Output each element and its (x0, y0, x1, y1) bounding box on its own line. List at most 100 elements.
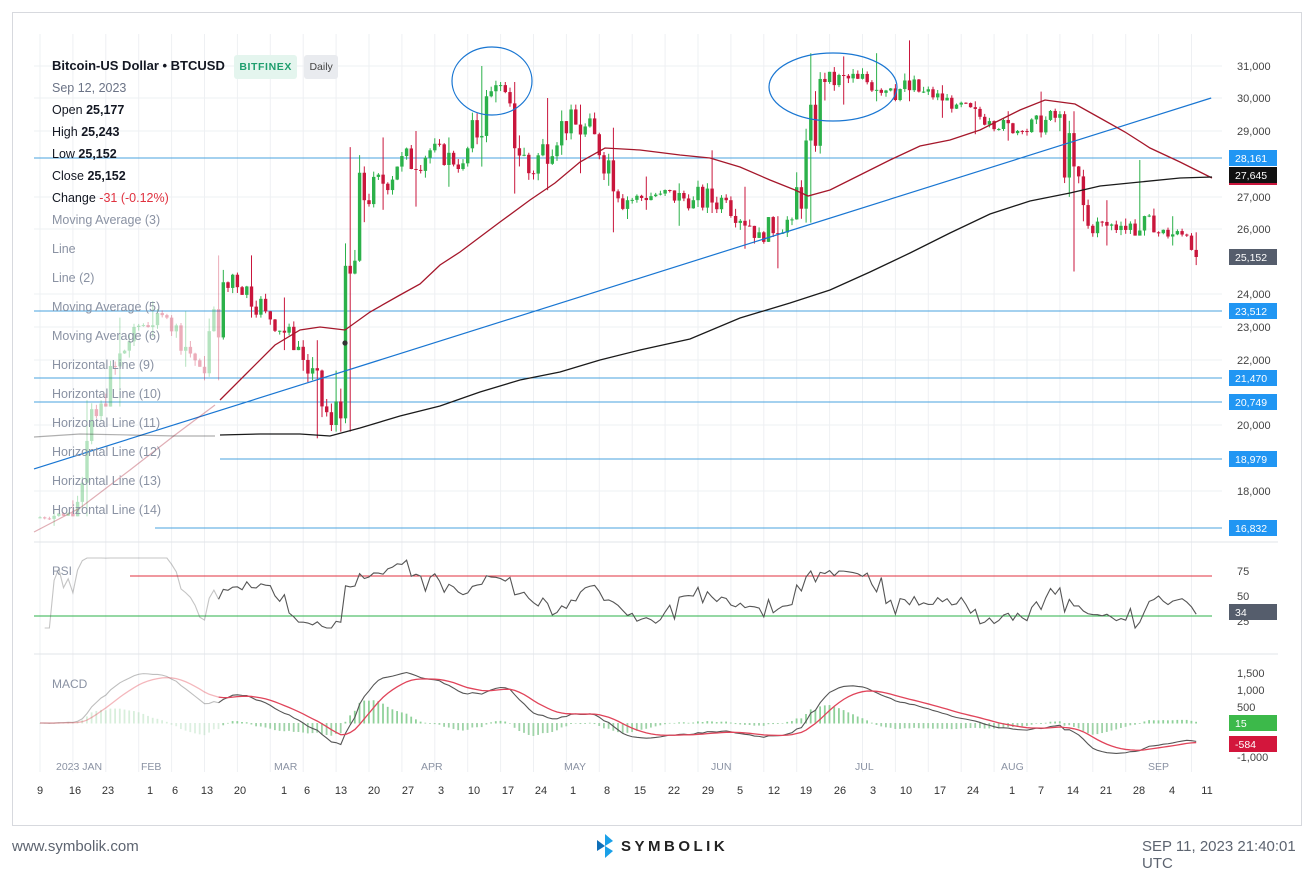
candle (668, 189, 672, 193)
macd-histogram-bar (217, 723, 220, 730)
candle (992, 120, 996, 132)
macd-histogram-bar (1181, 719, 1183, 724)
candle-body (395, 166, 399, 180)
candle-body (198, 360, 202, 367)
candle-body (550, 156, 554, 164)
candle-body (621, 198, 625, 209)
macd-histogram-bar (560, 723, 563, 728)
candle (362, 166, 366, 223)
indicator-moving-average-6[interactable]: Moving Average (6) (52, 329, 161, 343)
candle (1156, 231, 1161, 237)
candle-body (376, 174, 381, 177)
candle (71, 500, 75, 517)
indicator-line-2[interactable]: Line (2) (52, 271, 95, 285)
macd-signal-value-label: -584 (1235, 739, 1256, 751)
price-axis-tick: 29,000 (1237, 126, 1271, 138)
macd-histogram-bar (1091, 723, 1094, 735)
candle-body (400, 156, 404, 167)
interval-badge[interactable]: Daily (304, 55, 338, 79)
indicator-horizontal-line-9[interactable]: Horizontal Line (9) (52, 358, 155, 372)
indicator-horizontal-line-14[interactable]: Horizontal Line (14) (52, 503, 162, 517)
website-link[interactable]: www.symbolik.com (12, 838, 139, 855)
candle (372, 171, 376, 208)
candle-body (386, 183, 390, 191)
candle (724, 194, 728, 203)
macd-histogram-bar (128, 710, 131, 724)
candle-body (151, 325, 155, 328)
brand-name: SYMBOLIK (621, 837, 729, 855)
macd-histogram-bar (932, 723, 934, 729)
candle-body (1128, 223, 1133, 230)
candle-body (1114, 224, 1118, 231)
high-label: High (52, 125, 78, 139)
candle-body (635, 195, 639, 200)
candle-body (447, 152, 451, 165)
macd-histogram-bar (1129, 723, 1132, 726)
macd-histogram-bar (758, 723, 760, 726)
candle (983, 113, 987, 126)
price-tag (1229, 394, 1277, 410)
indicator-horizontal-line-11[interactable]: Horizontal Line (11) (52, 416, 161, 430)
indicator-moving-average-3[interactable]: Moving Average (3) (52, 213, 161, 227)
candle (94, 404, 99, 419)
candle-body (1185, 234, 1189, 236)
candle (1152, 208, 1156, 233)
indicator-horizontal-line-10[interactable]: Horizontal Line (10) (52, 387, 162, 401)
candle-body (184, 346, 188, 351)
candle (395, 166, 399, 181)
candle-body (1011, 123, 1015, 134)
day-label: 21 (1100, 785, 1112, 797)
indicator-horizontal-line-12[interactable]: Horizontal Line (12) (52, 445, 162, 459)
candle (254, 300, 258, 318)
macd-histogram-bar (62, 722, 65, 724)
candle (475, 113, 479, 145)
macd-histogram-bar (358, 702, 361, 724)
candle-body (282, 330, 287, 333)
candle-body (917, 79, 921, 92)
macd-histogram-bar (53, 722, 55, 724)
candle (428, 148, 432, 164)
candle-body (1006, 119, 1010, 124)
candle (823, 72, 827, 101)
exchange-badge[interactable]: BITFINEX (234, 55, 297, 79)
price-tag-label: 18,979 (1235, 454, 1267, 466)
macd-histogram-bar (382, 703, 384, 724)
candle-body (592, 118, 597, 135)
candle (1058, 111, 1062, 132)
candle-body (1171, 234, 1175, 237)
day-label: 17 (934, 785, 946, 797)
candle (38, 516, 42, 519)
candle-body (696, 186, 700, 201)
macd-histogram-bar (866, 720, 868, 724)
candle-body (80, 482, 84, 502)
macd-histogram-bar (321, 723, 323, 735)
candle (879, 88, 883, 96)
candle (353, 249, 357, 275)
candle-body (442, 144, 446, 165)
candle (259, 296, 263, 318)
candle-body (122, 350, 127, 354)
candle-body (1161, 229, 1165, 234)
candle-body (1180, 231, 1184, 235)
candle-body (38, 517, 42, 519)
macd-histogram-bar (86, 716, 88, 724)
candle-body (456, 164, 460, 169)
indicator-moving-average-5[interactable]: Moving Average (5) (52, 300, 161, 314)
indicator-horizontal-line-13[interactable]: Horizontal Line (13) (52, 474, 162, 488)
macd-histogram-bar (118, 708, 121, 724)
macd-histogram-bar (729, 722, 732, 724)
indicator-line[interactable]: Line (52, 242, 76, 256)
candle (903, 73, 907, 92)
candle-body (470, 120, 475, 149)
candle (1175, 229, 1180, 236)
candle-body (517, 148, 522, 156)
candle-body (583, 126, 587, 135)
trendline-anchor-point (342, 340, 348, 346)
macd-histogram-bar (518, 723, 521, 732)
macd-histogram-bar (344, 721, 347, 724)
price-axis-tick: 18,000 (1237, 486, 1271, 498)
candle-body (423, 157, 428, 171)
rsi-axis-tick: 75 (1237, 566, 1249, 578)
day-label: 15 (634, 785, 646, 797)
